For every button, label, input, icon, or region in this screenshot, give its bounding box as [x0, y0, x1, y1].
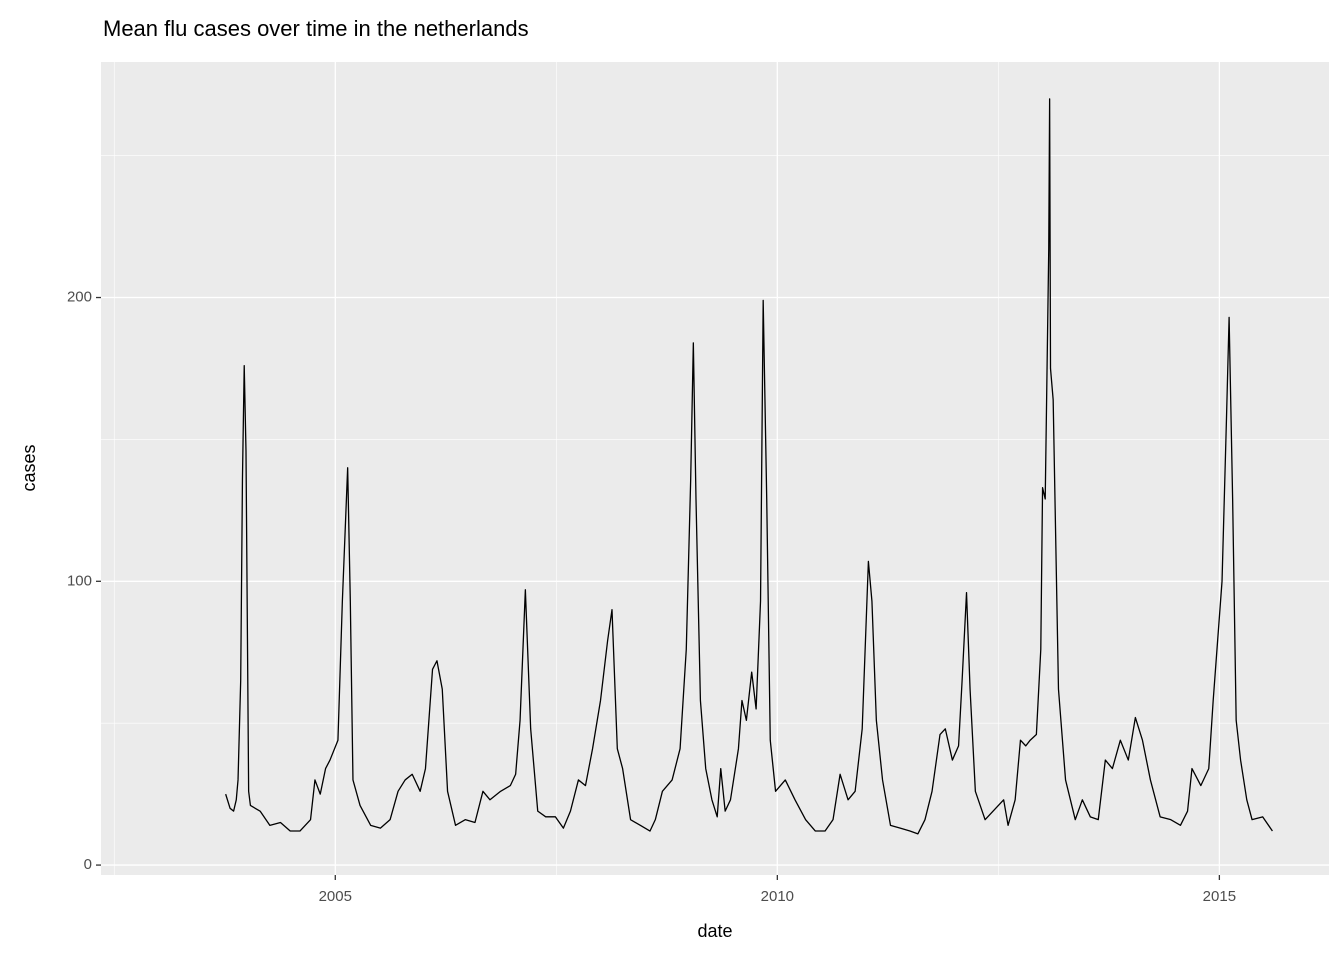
- x-axis-label: date: [697, 921, 732, 941]
- x-tick-label: 2015: [1203, 888, 1236, 905]
- y-tick-label: 100: [67, 572, 92, 589]
- data-line: [225, 98, 1273, 835]
- chart-title: Mean flu cases over time in the netherla…: [103, 16, 529, 41]
- x-tick-label: 2010: [761, 888, 794, 905]
- y-tick-label: 0: [84, 856, 92, 873]
- y-axis-label: cases: [19, 444, 39, 491]
- x-tick-label: 2005: [319, 888, 352, 905]
- plot-panel: [101, 62, 1329, 875]
- y-tick-label: 200: [67, 288, 92, 305]
